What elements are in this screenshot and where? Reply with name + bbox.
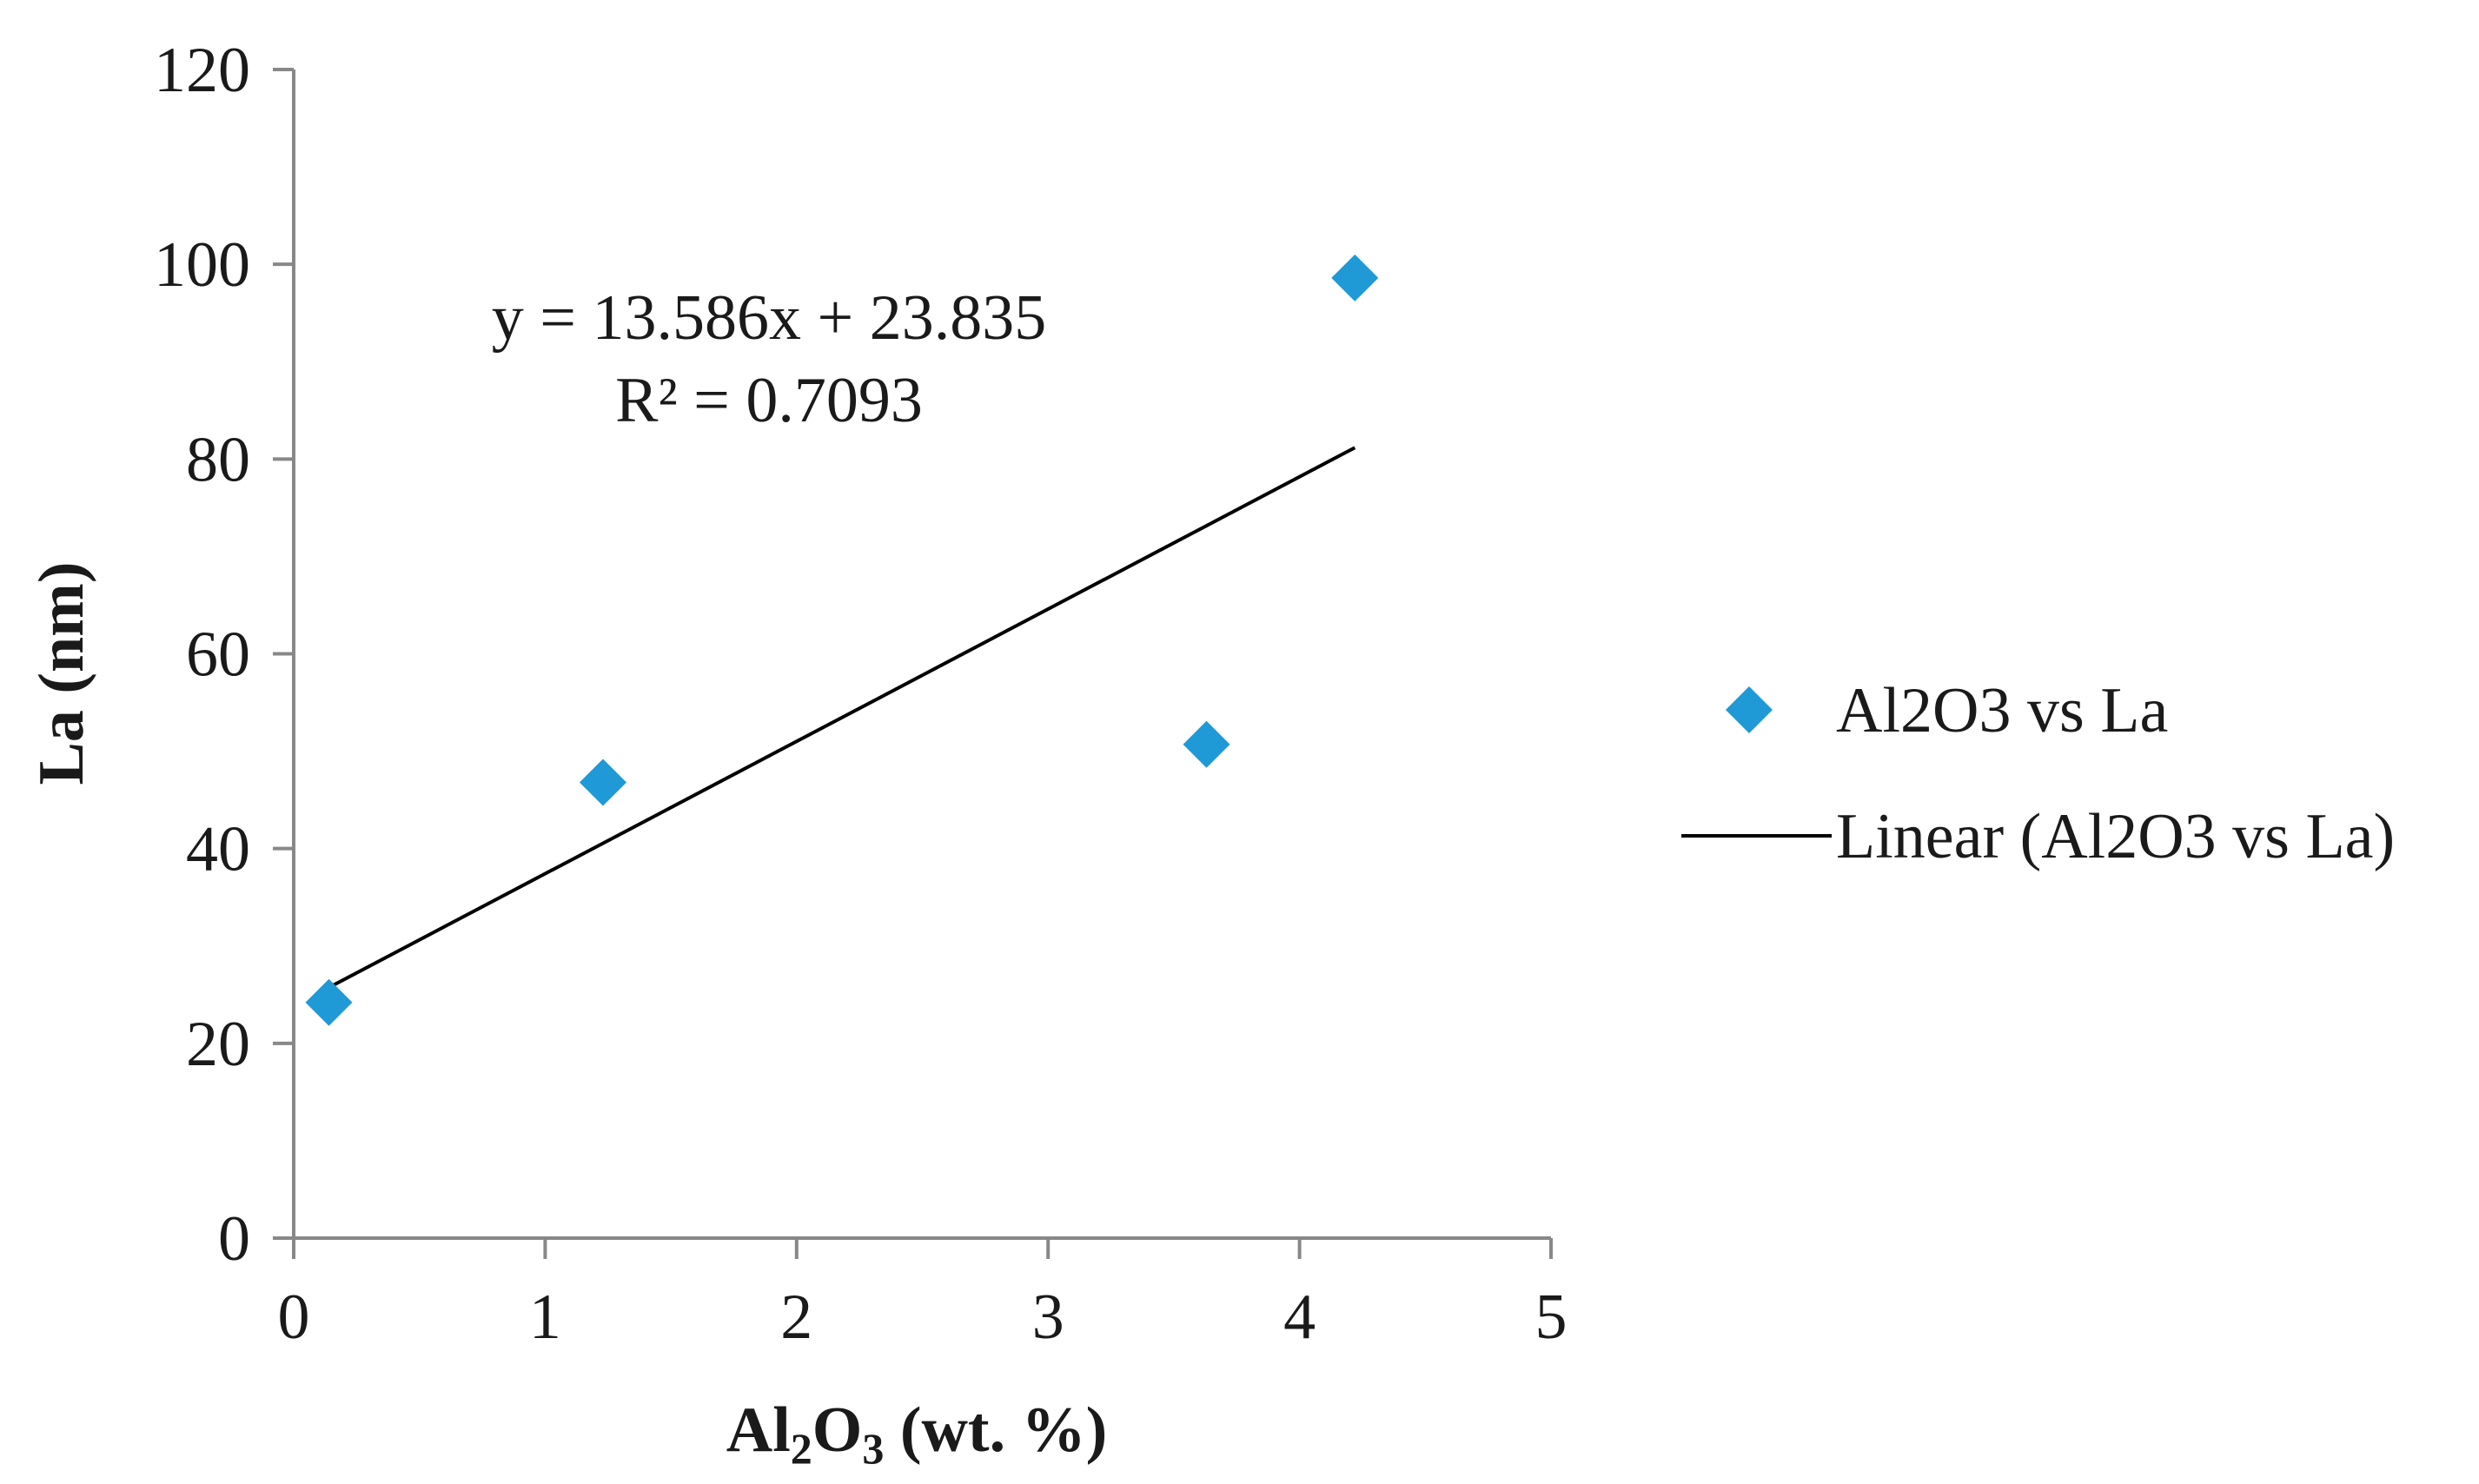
x-tick-label: 3 [1032,1282,1064,1353]
data-point-diamond [579,759,626,806]
data-point-diamond [1331,254,1379,301]
x-ticks: 0 1 2 3 4 5 [278,1238,1568,1353]
y-tick-label: 120 [154,35,250,106]
legend-series-label: Al2O3 vs La [1836,675,2168,746]
y-ticks: 0 20 40 60 80 100 120 [154,35,294,1275]
legend-marker-diamond-icon [1726,686,1773,733]
data-point-diamond [1183,720,1230,768]
y-axis-title: La (nm) [26,562,97,785]
trendline [328,446,1356,990]
y-tick-label: 40 [186,814,250,885]
x-axis-title-sub1: 2 [791,1424,812,1473]
x-axis-title-base: Al [726,1395,791,1466]
y-tick-label: 0 [218,1203,250,1275]
y-tick-label: 60 [186,619,250,691]
x-tick-label: 0 [278,1282,310,1353]
legend: Al2O3 vs La Linear (Al2O3 vs La) [1681,675,2395,872]
x-tick-label: 5 [1535,1282,1568,1353]
data-point-diamond [305,978,353,1026]
y-tick-label: 100 [154,229,250,301]
x-tick-label: 1 [529,1282,561,1353]
x-tick-label: 2 [780,1282,812,1353]
x-axis-title-sub2: 3 [862,1424,884,1473]
data-points [305,254,1379,1026]
x-axis-title: Al2O3 (wt. %) [726,1395,1107,1473]
axes [292,70,1551,1240]
y-tick-label: 80 [186,424,250,495]
legend-trendline-label: Linear (Al2O3 vs La) [1836,801,2395,872]
x-axis-title-rest: (wt. %) [884,1395,1107,1466]
y-tick-label: 20 [186,1009,250,1080]
x-tick-label: 4 [1283,1282,1316,1353]
x-axis-title-mid: O [812,1395,863,1466]
trendline-equation: y = 13.586x + 23.835 [492,282,1046,354]
trendline-r-squared: R² = 0.7093 [615,365,923,436]
